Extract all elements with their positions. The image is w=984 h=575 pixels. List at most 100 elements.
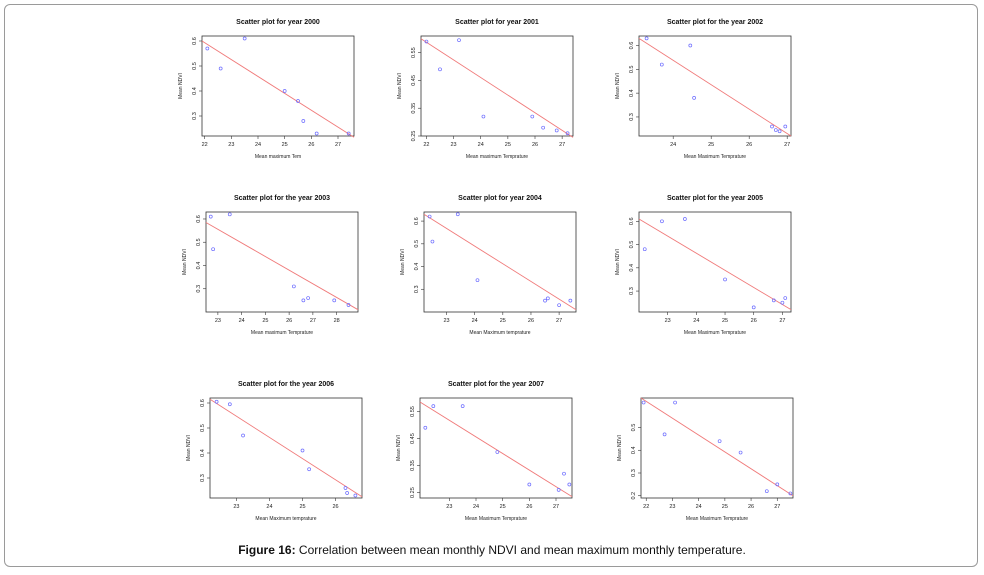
data-point xyxy=(546,296,550,301)
x-tick-label: 22 xyxy=(423,142,429,148)
x-tick-label: 23 xyxy=(446,504,452,510)
data-point xyxy=(307,467,311,472)
data-point xyxy=(662,432,667,437)
chart-title: Scatter plot for year 2001 xyxy=(455,19,539,26)
chart-title: Scatter plot for the year 2007 xyxy=(448,381,544,388)
data-point xyxy=(427,214,432,219)
x-tick-label: 27 xyxy=(335,142,341,148)
x-axis-label: Mean maximum Tem xyxy=(255,154,301,160)
x-tick-label: 26 xyxy=(526,504,532,510)
regression-line xyxy=(201,40,355,138)
figure-caption: Figure 16: Correlation between mean mont… xyxy=(0,543,984,557)
regression-line xyxy=(640,397,794,497)
y-tick-label: 0.3 xyxy=(631,469,637,477)
data-point xyxy=(457,38,461,43)
data-point xyxy=(659,62,664,67)
x-tick-label: 23 xyxy=(228,142,234,148)
data-point xyxy=(423,425,428,430)
data-point xyxy=(296,99,300,103)
scatter-panel-2007: Scatter plot for the year 2007 23 24 25 26 27… xyxy=(388,376,578,536)
data-point xyxy=(343,486,348,490)
data-point xyxy=(541,125,545,130)
x-tick-label: 24 xyxy=(696,504,702,510)
y-tick-label: 0.4 xyxy=(196,262,202,270)
scatter-svg: Scatter plot for the year 2003 23 24 25 26 27… xyxy=(182,195,359,336)
data-point xyxy=(346,131,351,136)
y-tick-label: 0.55 xyxy=(411,47,417,58)
x-tick-label: 26 xyxy=(532,142,538,148)
x-tick-label: 25 xyxy=(282,142,288,148)
data-point xyxy=(346,303,351,307)
scatter-panel-2001: Scatter plot for year 2001 22 23 24 25 26 27 0.… xyxy=(389,14,579,174)
y-axis-label: Mean NDVI xyxy=(396,435,402,461)
x-tick-label: 25 xyxy=(708,142,714,148)
x-tick-label: 24 xyxy=(239,318,245,324)
scatter-panel-untitled: 22 23 24 25 26 27 0.2 0.3 0.4 0.5 Mean Maximum Tem… xyxy=(609,376,799,536)
x-tick-label: 26 xyxy=(748,504,754,510)
plot-frame xyxy=(201,35,355,137)
data-point xyxy=(771,298,776,303)
x-tick-label: 27 xyxy=(556,318,562,324)
x-tick-label: 27 xyxy=(310,318,316,324)
chart-title: Scatter plot for the year 2005 xyxy=(667,195,763,202)
x-tick-label: 24 xyxy=(693,318,699,324)
y-tick-label: 0.5 xyxy=(629,241,635,249)
caption-label: Figure 16: xyxy=(238,543,296,557)
scatter-svg: Scatter plot for the year 2006 23 24 25 26 0.… xyxy=(186,381,363,522)
plot-frame xyxy=(640,397,794,499)
y-tick-label: 0.6 xyxy=(629,42,635,50)
y-axis-label: Mean NDVI xyxy=(178,73,184,99)
data-point xyxy=(738,450,743,455)
y-tick-label: 0.4 xyxy=(192,87,198,95)
y-axis-label: Mean NDVI xyxy=(182,249,188,275)
data-point xyxy=(306,296,310,300)
data-point xyxy=(642,247,647,252)
chart-title: Scatter plot for year 2000 xyxy=(236,19,320,26)
data-point xyxy=(770,124,774,129)
data-point xyxy=(301,298,306,303)
x-axis-label: Mean maximum Temprature xyxy=(251,330,313,336)
data-point xyxy=(780,300,785,305)
data-point xyxy=(242,36,247,41)
y-axis-label: Mean NDVI xyxy=(186,435,192,461)
data-point xyxy=(431,404,436,408)
y-tick-label: 0.35 xyxy=(411,103,417,114)
y-axis-label: Mean NDVI xyxy=(397,73,403,99)
x-tick-label: 25 xyxy=(500,318,506,324)
scatter-panel-2003: Scatter plot for the year 2003 23 24 25 26 27… xyxy=(174,190,364,350)
x-tick-label: 27 xyxy=(784,142,790,148)
plot-frame xyxy=(419,397,573,499)
scatter-svg: Scatter plot for the year 2005 23 24 25 26 27… xyxy=(615,195,792,336)
scatter-panel-2006: Scatter plot for the year 2006 23 24 25 26 0.… xyxy=(178,376,368,536)
data-point xyxy=(241,433,245,438)
scatter-panel-2004: Scatter plot for year 2004 23 24 25 26 27 0.3 0… xyxy=(392,190,582,350)
x-tick-label: 23 xyxy=(451,142,457,148)
data-point xyxy=(554,128,559,133)
scatter-svg: Scatter plot for the year 2007 23 24 25 26 27… xyxy=(396,381,573,522)
y-tick-label: 0.2 xyxy=(631,492,637,500)
plot-frame xyxy=(420,35,574,137)
x-tick-label: 24 xyxy=(670,142,676,148)
x-axis-label: Mean Maximum Temprature xyxy=(465,516,527,522)
regression-line xyxy=(420,38,574,138)
regression-line xyxy=(419,401,573,498)
data-point xyxy=(723,277,727,282)
y-tick-label: 0.25 xyxy=(410,487,416,498)
regression-line xyxy=(205,222,359,311)
x-tick-label: 26 xyxy=(286,318,292,324)
y-tick-label: 0.6 xyxy=(629,217,635,225)
chart-title: Scatter plot for the year 2003 xyxy=(234,195,330,202)
x-tick-label: 27 xyxy=(774,504,780,510)
plot-frame xyxy=(209,397,363,499)
scatter-svg: Scatter plot for the year 2002 24 25 26 27 0.… xyxy=(615,19,792,160)
x-axis-label: Mean Maximum Temprature xyxy=(684,330,746,336)
regression-line xyxy=(423,213,577,311)
x-tick-label: 25 xyxy=(299,504,305,510)
x-tick-label: 27 xyxy=(559,142,565,148)
x-tick-label: 27 xyxy=(779,318,785,324)
y-tick-label: 0.3 xyxy=(200,474,206,482)
y-tick-label: 0.4 xyxy=(629,89,635,97)
data-point xyxy=(475,278,480,283)
x-tick-label: 25 xyxy=(505,142,511,148)
data-point xyxy=(300,448,305,453)
